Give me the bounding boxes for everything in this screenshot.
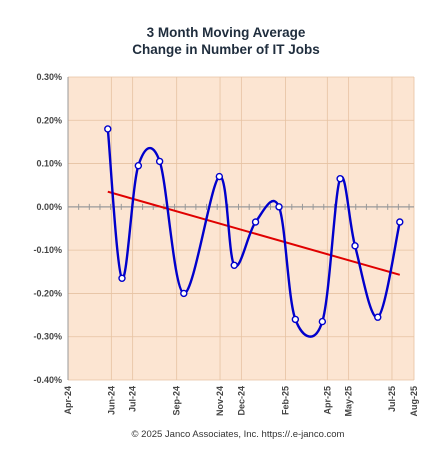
y-tick-label: 0.10%: [36, 159, 62, 169]
y-tick-label: 0.30%: [36, 72, 62, 82]
x-tick-label: Jun-24: [106, 386, 116, 415]
y-tick-label: 0.00%: [36, 202, 62, 212]
x-tick-label: Nov-24: [215, 386, 225, 416]
x-tick-label: Jul-24: [128, 386, 138, 412]
series-layer: [104, 125, 404, 338]
x-tick-label: Feb-25: [280, 386, 290, 415]
data-point: [134, 162, 143, 170]
y-tick-labels: 0.30% 0.20% 0.10% 0.00% -0.10% -0.20% -0.30% -0…: [33, 72, 62, 385]
x-tick-label: Sep-24: [172, 386, 182, 416]
x-tick-label: Aug-25: [409, 386, 419, 417]
trendline-layer: [107, 190, 401, 276]
data-point: [230, 261, 238, 269]
y-tick-label: -0.40%: [33, 375, 62, 385]
data-point: [118, 274, 126, 282]
data-point: [180, 289, 188, 298]
data-point: [318, 317, 327, 326]
data-point: [275, 203, 283, 211]
x-tick-label: Jul-25: [387, 386, 397, 412]
x-tick-label: Apr-24: [63, 386, 73, 415]
x-tick-label: Apr-25: [322, 386, 332, 415]
x-tick-labels: Apr-24 Jun-24 Jul-24 Sep-24 Nov-24 Dec-24 Feb-…: [63, 386, 419, 417]
data-point: [336, 175, 344, 183]
y-tick-label: -0.10%: [33, 245, 62, 255]
x-tick-label: Dec-24: [236, 386, 246, 416]
chart-title-line-2: Change in Number of IT Jobs: [132, 42, 320, 57]
data-point: [215, 172, 224, 181]
chart-title-line-1: 3 Month Moving Average: [147, 25, 306, 40]
data-point: [155, 157, 164, 166]
data-point: [351, 242, 359, 250]
credit-text: © 2025 Janco Associates, Inc. https://.e…: [132, 429, 345, 440]
x-tick-label: May-25: [344, 386, 354, 417]
y-tick-label: -0.20%: [33, 288, 62, 298]
y-tick-label: -0.30%: [33, 332, 62, 342]
data-point: [251, 218, 260, 226]
data-point: [374, 313, 382, 321]
data-point: [104, 125, 112, 133]
y-tick-label: 0.20%: [36, 115, 62, 125]
data-point: [291, 315, 300, 324]
data-point: [396, 218, 404, 226]
trendline: [107, 190, 401, 276]
